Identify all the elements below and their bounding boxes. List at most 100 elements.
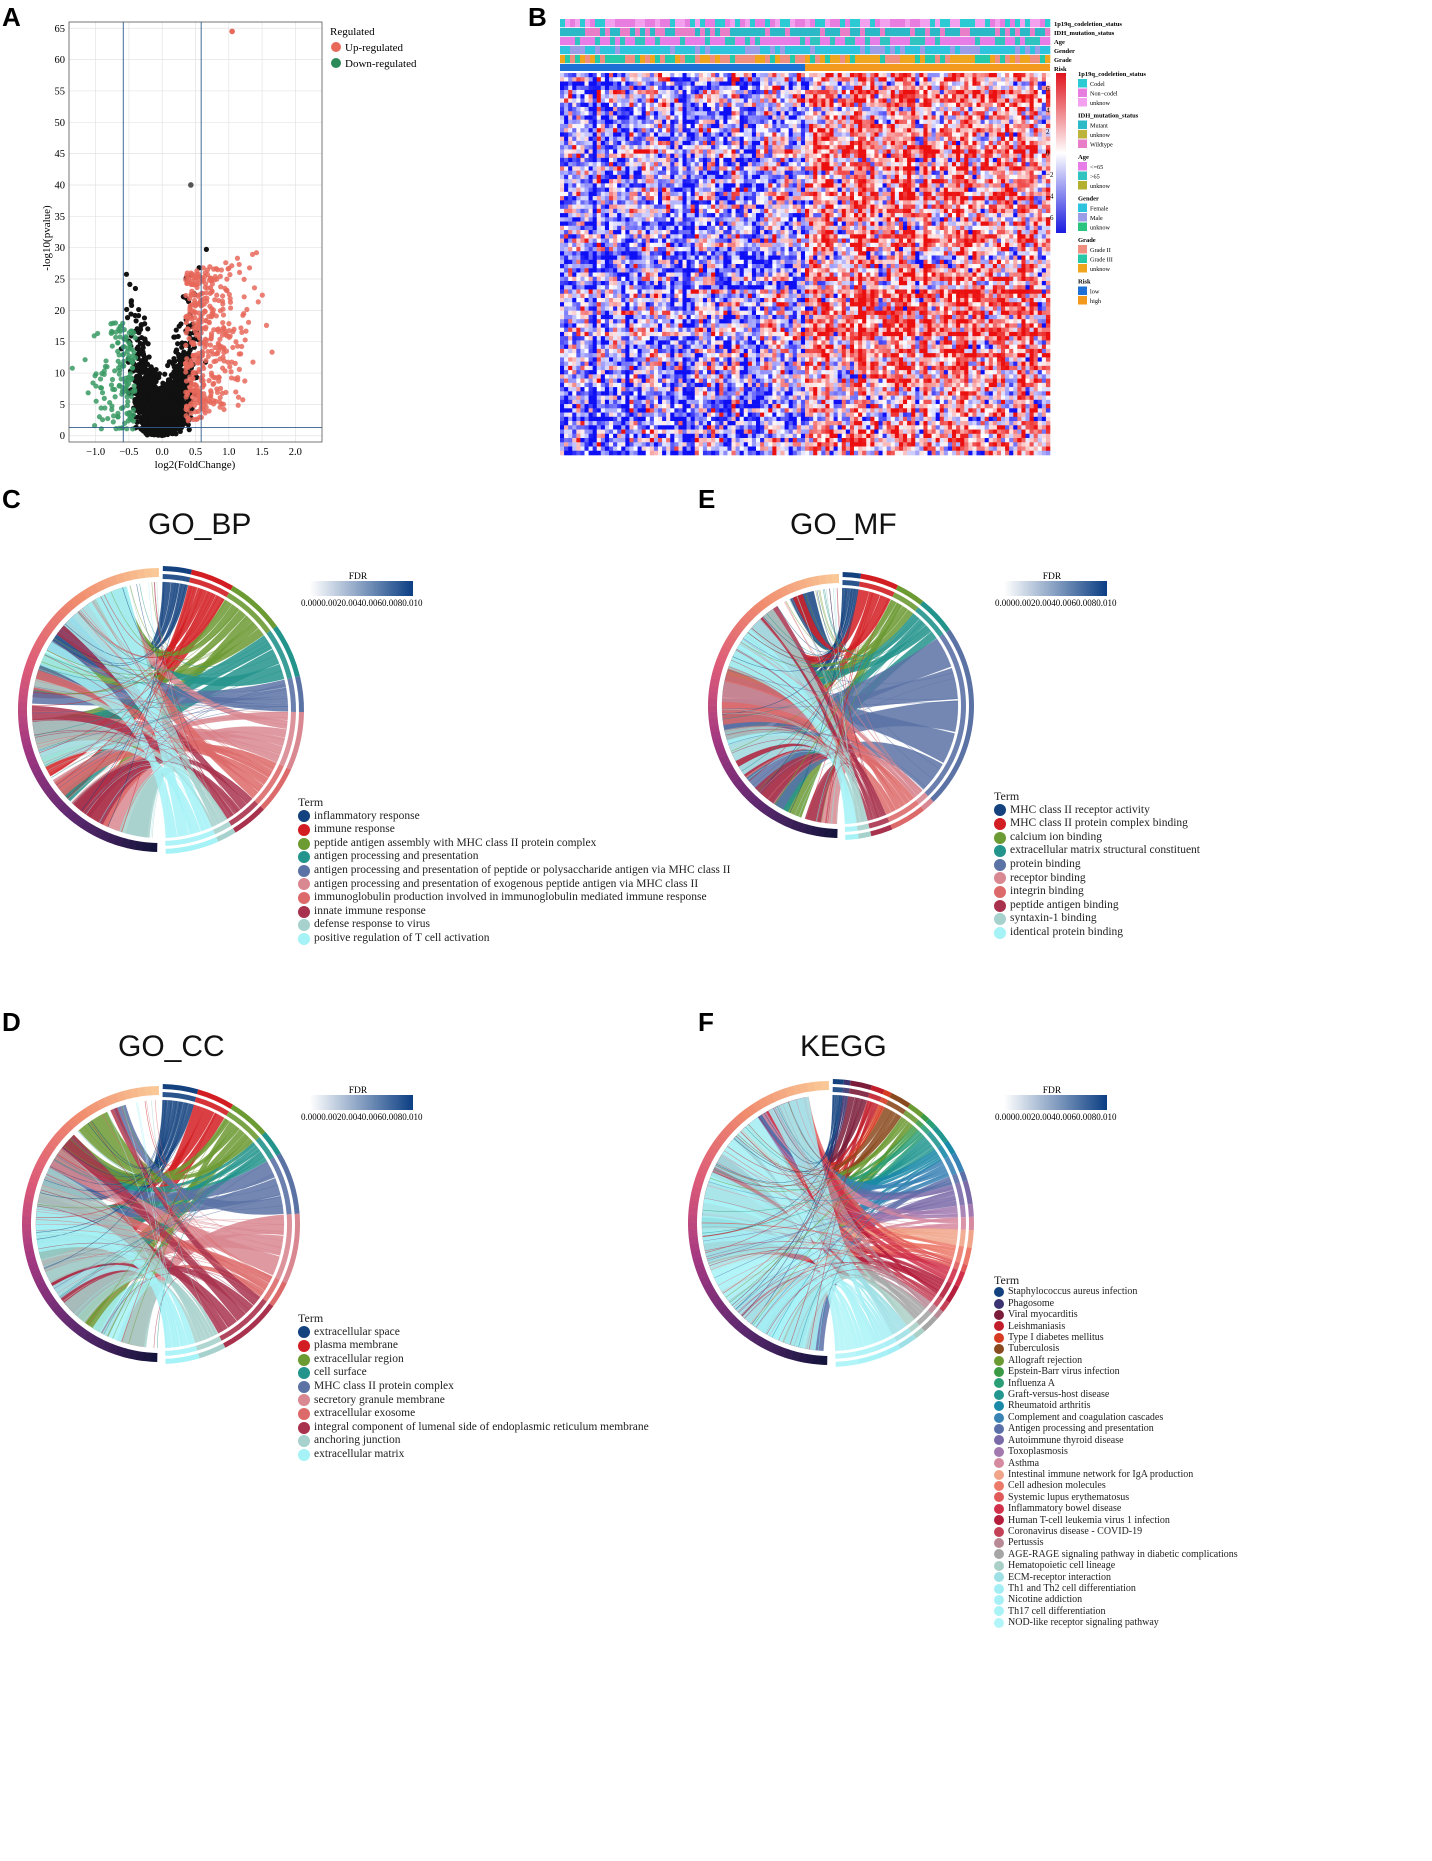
annotation-cell: [645, 46, 651, 55]
heatmap-cell: [772, 77, 777, 82]
heatmap-cell: [1013, 94, 1018, 99]
heatmap-cell: [772, 73, 777, 78]
heatmap-cell: [796, 89, 802, 95]
volcano-point-up: [235, 375, 241, 381]
heatmap-cell: [841, 73, 847, 78]
volcano-point-up: [217, 336, 223, 342]
annotation-cell: [905, 28, 911, 37]
annotation-cell: [975, 28, 981, 37]
volcano-y-tick: 65: [55, 24, 66, 35]
heatmap-cell: [915, 94, 920, 99]
heatmap-cell: [756, 106, 761, 112]
volcano-point-up: [218, 267, 225, 273]
heatmap-cell: [572, 111, 577, 116]
heatmap-cell: [800, 77, 806, 82]
volcano-point-down: [95, 330, 101, 337]
volcano-point-down: [116, 425, 123, 431]
heatmap-cell: [813, 81, 818, 87]
annotation-cell: [765, 19, 771, 28]
annotation-cell: [925, 19, 931, 28]
volcano-point-up: [231, 326, 237, 332]
annotation-cell: [705, 37, 711, 46]
heatmap-cell: [882, 102, 887, 108]
volcano-point-down: [116, 382, 123, 389]
heatmap-cell: [645, 81, 651, 87]
heatmap-cell: [907, 89, 912, 95]
heatmap-cell: [613, 89, 618, 95]
heatmap-cell: [735, 73, 740, 78]
annotation-cell: [880, 46, 886, 55]
annotation-cell: [610, 46, 616, 55]
heatmap-cell: [768, 89, 773, 95]
heatmap-cell: [690, 89, 696, 95]
heatmap-cell: [580, 106, 585, 112]
volcano-point-up: [219, 390, 225, 396]
heatmap-cell: [829, 77, 834, 82]
heatmap-cell: [682, 85, 687, 91]
heatmap-cell: [772, 94, 777, 99]
volcano-point-up: [185, 364, 191, 371]
heatmap-cell: [988, 94, 994, 99]
volcano-point: [151, 382, 157, 389]
annotation-cell: [750, 28, 756, 37]
annotation-cell: [730, 46, 736, 55]
heatmap-cell: [596, 115, 602, 120]
heatmap-cell: [1013, 73, 1018, 78]
annotation-cell: [950, 19, 956, 28]
volcano-point: [141, 408, 147, 415]
volcano-x-tick: −0.5: [119, 447, 138, 458]
heatmap-cell: [751, 77, 757, 82]
annotation-cell: [825, 19, 831, 28]
volcano-point-up: [221, 326, 227, 332]
heatmap-cell: [792, 106, 798, 112]
annotation-cell: [1000, 19, 1006, 28]
heatmap-cell: [719, 98, 724, 104]
heatmap-cell: [727, 85, 732, 91]
volcano-point-up: [225, 359, 231, 365]
heatmap-cell: [898, 73, 904, 78]
volcano-point: [175, 351, 182, 357]
annotation-cell: [600, 55, 606, 64]
annotation-cell: [705, 19, 711, 28]
annotation-cell: [1000, 46, 1006, 55]
heatmap-cell: [707, 115, 712, 120]
heatmap-cell: [841, 98, 847, 104]
volcano-point: [135, 313, 142, 319]
heatmap-cell: [947, 85, 953, 91]
heatmap-cell: [907, 85, 912, 91]
heatmap-cell: [719, 115, 724, 120]
volcano-point-down: [126, 380, 132, 386]
heatmap-cell: [768, 94, 773, 99]
heatmap-cell: [988, 102, 994, 108]
volcano-point-up: [187, 296, 193, 302]
heatmap-cell: [772, 85, 777, 91]
heatmap-cell: [907, 98, 912, 104]
heatmap-cell: [858, 98, 863, 104]
volcano-point-down: [96, 414, 103, 420]
heatmap-cell: [641, 77, 647, 82]
heatmap-cell: [723, 98, 728, 104]
volcano-point: [138, 322, 144, 328]
heatmap-cell: [690, 85, 696, 91]
annotation-cell: [870, 55, 876, 64]
heatmap-cell: [821, 98, 826, 104]
heatmap-cell: [1041, 89, 1047, 95]
heatmap-cell: [866, 111, 871, 116]
annotation-cell: [775, 28, 781, 37]
volcano-point-down: [132, 335, 138, 341]
annotation-cell: [835, 46, 841, 55]
volcano-point: [141, 315, 148, 321]
heatmap-cell: [727, 77, 732, 82]
heatmap-cell: [805, 89, 810, 95]
annotation-cell: [940, 19, 946, 28]
volcano-y-tick: 15: [55, 337, 66, 348]
heatmap-cell: [845, 102, 851, 108]
heatmap-cell: [1017, 102, 1022, 108]
annotation-cell: [690, 37, 696, 46]
volcano-point-up: [227, 272, 233, 278]
volcano-point: [141, 375, 147, 382]
volcano-point-down: [127, 371, 134, 377]
annotation-cell: [680, 28, 686, 37]
heatmap-body: [560, 73, 1051, 456]
heatmap-cell: [592, 85, 598, 91]
